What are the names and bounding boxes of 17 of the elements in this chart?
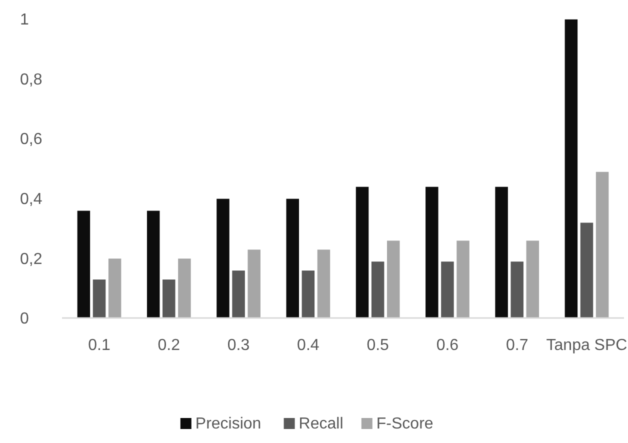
legend-label: Precision [195, 416, 262, 433]
legend-label: Recall [298, 416, 344, 433]
x-tick-label: 0.2 [158, 337, 180, 354]
x-tick-label: 0.5 [366, 337, 390, 354]
x-tick-label: 0.4 [297, 337, 320, 354]
y-tick-label: 1 [20, 12, 29, 29]
x-tick-label: 0.3 [227, 337, 250, 354]
x-tick-label: 0.1 [88, 337, 110, 354]
y-tick-label: 0,8 [20, 71, 42, 88]
y-tick-label: 0,6 [20, 131, 42, 148]
y-tick-label: 0,2 [20, 250, 42, 268]
y-tick-label: 0,4 [20, 191, 42, 208]
y-tick-label: 0 [20, 310, 29, 328]
x-tick-label: 0.6 [436, 337, 459, 354]
x-tick-label: Tanpa SPC [546, 337, 628, 354]
x-tick-label: 0.7 [506, 337, 528, 354]
legend-label: F-Score [376, 416, 434, 433]
